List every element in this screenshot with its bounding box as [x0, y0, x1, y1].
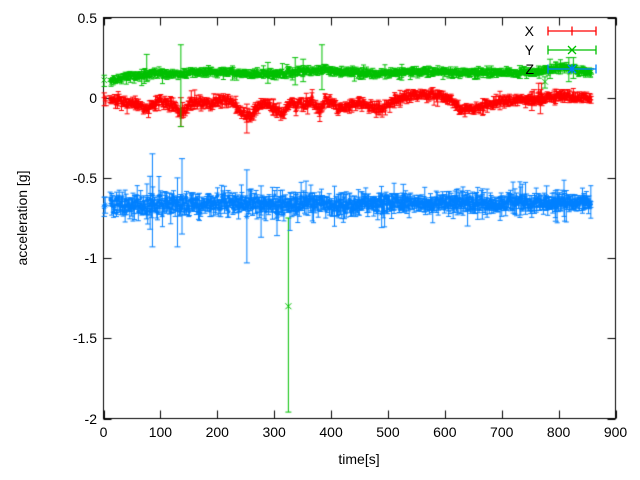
x-tick-label-100: 100 [148, 424, 173, 440]
legend-label-Z: Z [525, 61, 534, 77]
y-tick-label--1.5: -1.5 [72, 330, 97, 347]
y-tick-label-0.5: 0.5 [77, 9, 97, 26]
legend-label-Y: Y [524, 42, 534, 58]
x-tick-label-700: 700 [490, 424, 514, 440]
x-tick-label-500: 500 [376, 424, 400, 440]
x-tick-label-800: 800 [546, 424, 571, 440]
y-tick-label-0: 0 [89, 89, 97, 106]
x-axis-label: time[s] [338, 451, 380, 467]
x-tick-label-0: 0 [99, 424, 108, 440]
x-tick-label-200: 200 [205, 424, 229, 440]
x-tick-label-300: 300 [262, 424, 286, 440]
x-tick-label-900: 900 [603, 424, 628, 440]
legend-label-X: X [524, 23, 534, 39]
y-tick-label--0.5: -0.5 [72, 169, 97, 186]
x-tick-label-600: 600 [433, 424, 457, 440]
legend-swatch-Y-errorbar-icon [547, 45, 597, 55]
y-axis-label: acceleration [g] [14, 170, 30, 266]
x-tick-label-400: 400 [319, 424, 343, 440]
legend-swatch-Z-errorbar-icon [547, 64, 597, 74]
legend-swatch-X-errorbar-icon [547, 26, 597, 36]
y-tick-label--1: -1 [84, 250, 97, 267]
y-tick-label--2: -2 [84, 410, 97, 427]
